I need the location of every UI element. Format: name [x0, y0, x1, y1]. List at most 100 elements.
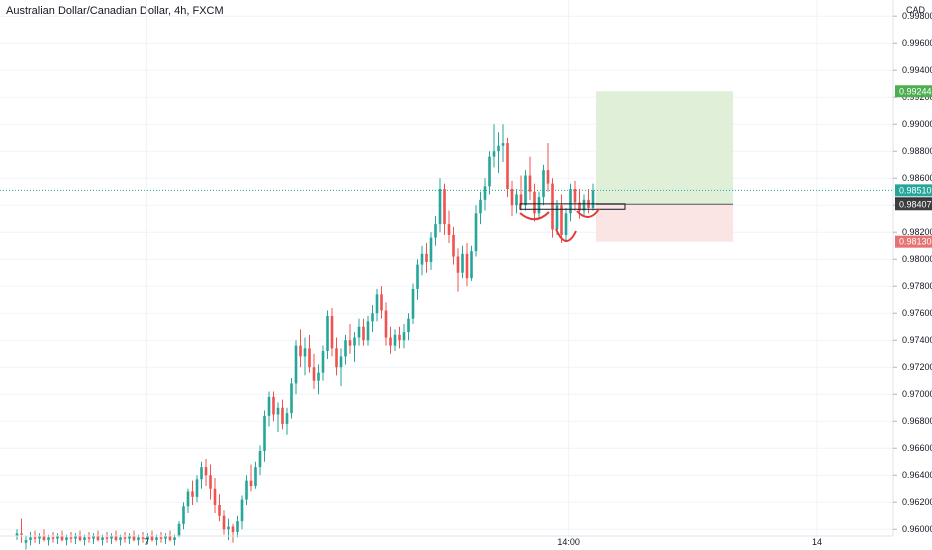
head-mark — [555, 228, 577, 242]
candles — [15, 124, 595, 550]
candle-body — [33, 537, 37, 539]
candle-body — [146, 536, 149, 539]
candle-body — [29, 537, 32, 541]
candle-body — [420, 253, 424, 265]
candle-body — [60, 536, 64, 541]
candle-body — [357, 326, 361, 338]
candle-body — [159, 537, 163, 539]
candle-body — [177, 523, 181, 536]
candle-body — [497, 145, 500, 152]
y-tick-label: 0.97200 — [902, 362, 932, 372]
candle-body — [321, 351, 325, 373]
candle-body — [191, 491, 194, 497]
y-tick-label: 0.98600 — [902, 173, 932, 183]
candle-body — [573, 189, 577, 203]
candle-body — [186, 491, 190, 507]
candle-body — [425, 253, 428, 262]
candle-body — [204, 467, 208, 476]
candle-body — [429, 237, 433, 262]
candle-body — [285, 413, 289, 424]
candle-body — [411, 288, 415, 319]
candle-body — [398, 334, 401, 341]
candle-body — [150, 536, 154, 541]
candle-body — [560, 205, 563, 235]
sl-tag: 0.98130 — [899, 237, 932, 247]
candle-body — [452, 234, 455, 257]
tp-tag: 0.99244 — [899, 86, 932, 96]
candle-body — [24, 540, 28, 543]
y-tick-label: 0.96800 — [902, 416, 932, 426]
sl-tag-bg — [895, 235, 932, 248]
candle-body — [200, 467, 203, 480]
tp-tag-bg — [895, 85, 932, 98]
candle-body — [461, 253, 464, 273]
candle-body — [74, 536, 77, 539]
candle-body — [123, 537, 127, 539]
entry-tag-bg — [895, 198, 932, 211]
candle-body — [564, 213, 568, 235]
candle-body — [582, 199, 586, 211]
candle-body — [110, 536, 113, 539]
candle-body — [569, 189, 572, 214]
candle-body — [546, 170, 550, 184]
annotations — [519, 203, 626, 242]
y-tick-label: 0.99400 — [902, 65, 932, 75]
candle-body — [164, 536, 167, 539]
candle-body — [456, 256, 460, 273]
candle-body — [375, 294, 379, 314]
candle-body — [326, 315, 329, 352]
candle-body — [267, 396, 271, 416]
y-tick-label: 0.97400 — [902, 335, 932, 345]
time-axis[interactable]: 714:001414:002128202114:001114:001814:00… — [0, 535, 932, 547]
price-tag: 0.98510 — [899, 185, 932, 195]
candle-body — [249, 480, 253, 487]
candle-body — [155, 537, 158, 541]
grid — [0, 0, 893, 536]
candle-body — [389, 337, 392, 346]
x-tick-label: 7 — [144, 537, 149, 547]
candle-body — [339, 356, 343, 368]
candle-body — [470, 251, 473, 279]
candle-body — [209, 475, 212, 489]
candle-body — [474, 213, 478, 252]
candle-body — [348, 340, 352, 346]
candle-body — [132, 536, 136, 541]
candle-body — [447, 224, 451, 235]
candle-body — [465, 253, 469, 279]
candle-body — [438, 189, 442, 225]
y-tick-label: 0.98000 — [902, 254, 932, 264]
candle-body — [276, 407, 280, 415]
candle-body — [312, 367, 316, 381]
candle-body — [15, 533, 19, 536]
candle-body — [83, 537, 86, 541]
candle-body — [479, 199, 482, 214]
candle-body — [384, 310, 388, 338]
neckline-box — [519, 203, 626, 210]
profit-zone — [596, 91, 733, 205]
candle-body — [213, 488, 217, 505]
candle-body — [290, 383, 293, 414]
candle-body — [56, 536, 59, 539]
candle-body — [362, 326, 365, 341]
price-axis[interactable]: CAD 0.998000.996000.994000.992000.990000… — [892, 0, 932, 536]
candle-body — [330, 315, 334, 349]
candle-body — [344, 340, 347, 357]
y-tick-label: 0.96400 — [902, 470, 932, 480]
candle-body — [47, 537, 50, 541]
candle-body — [42, 536, 46, 541]
y-tick-label: 0.96600 — [902, 443, 932, 453]
candle-body — [254, 467, 257, 487]
currency-label: CAD — [906, 5, 926, 15]
candle-body — [218, 504, 221, 516]
y-tick-label: 0.99000 — [902, 119, 932, 129]
candle-body — [353, 337, 356, 346]
candle-body — [299, 345, 302, 357]
candle-body — [492, 151, 496, 157]
candle-body — [281, 407, 284, 424]
candle-body — [402, 332, 406, 341]
candle-body — [141, 537, 145, 539]
candle-body — [182, 506, 185, 524]
candle-body — [240, 499, 244, 522]
candle-body — [119, 537, 122, 541]
